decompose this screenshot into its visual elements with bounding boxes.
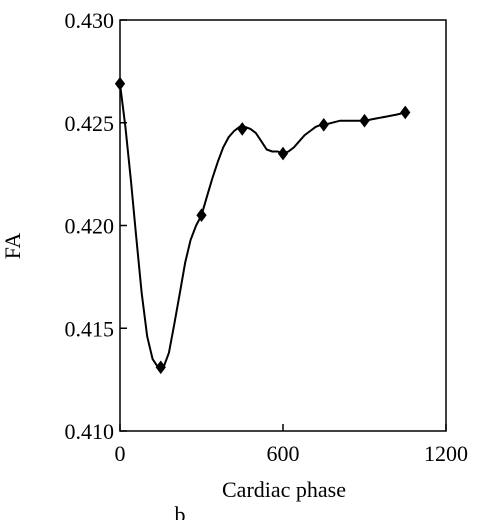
fa-curve bbox=[119, 83, 406, 369]
data-point-2 bbox=[196, 208, 207, 223]
data-point-7 bbox=[400, 105, 411, 120]
axis-tick-labels: 0.410 0.415 0.420 0.425 0.430 0 600 1200 bbox=[65, 8, 469, 466]
x-tick-label-1: 600 bbox=[267, 441, 300, 466]
x-tick-label-2: 1200 bbox=[424, 441, 468, 466]
y-tick-label-0: 0.410 bbox=[65, 419, 115, 444]
data-point-5 bbox=[318, 117, 329, 132]
x-tick-label-0: 0 bbox=[115, 441, 126, 466]
y-tick-label-1: 0.415 bbox=[65, 316, 115, 341]
plot-frame bbox=[119, 19, 447, 432]
x-axis-title: Cardiac phase bbox=[222, 477, 346, 502]
panel-label: b bbox=[175, 502, 186, 520]
axis-ticks bbox=[119, 19, 447, 432]
y-tick-label-3: 0.425 bbox=[65, 111, 115, 136]
y-axis-title-group: FA bbox=[0, 233, 25, 260]
data-point-0 bbox=[114, 76, 126, 91]
data-point-4 bbox=[277, 146, 289, 161]
y-axis-title: FA bbox=[0, 233, 25, 260]
y-tick-label-2: 0.420 bbox=[65, 214, 115, 239]
data-markers bbox=[114, 76, 411, 375]
data-point-3 bbox=[237, 122, 248, 136]
data-point-6 bbox=[359, 113, 370, 128]
y-tick-label-4: 0.430 bbox=[65, 8, 115, 33]
data-point-1 bbox=[155, 360, 166, 375]
